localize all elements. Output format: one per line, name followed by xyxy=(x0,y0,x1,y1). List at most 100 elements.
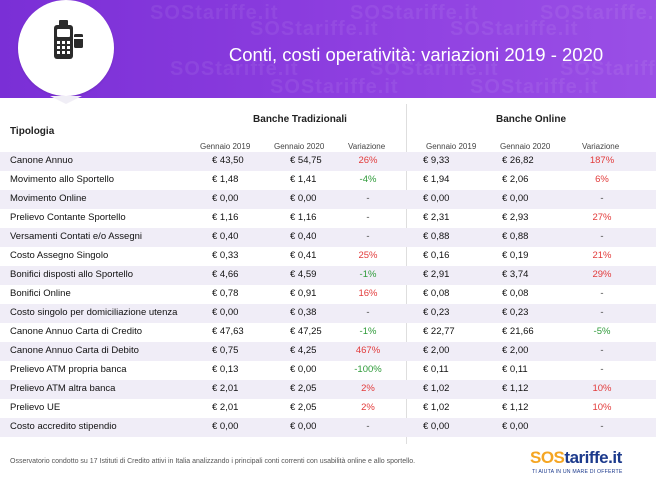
watermark-text: SOStariffe.it xyxy=(350,2,479,24)
cell-trad-2019: € 1,48 xyxy=(212,174,239,185)
cell-online-2019: € 1,02 xyxy=(423,402,450,413)
watermark-text: SOStariffe.it xyxy=(150,2,279,24)
cell-trad-2020: € 2,05 xyxy=(290,383,317,394)
cell-online-2019: € 9,33 xyxy=(423,155,450,166)
group-header-traditional: Banche Tradizionali xyxy=(253,114,347,125)
cell-trad-variation: 467% xyxy=(355,345,381,356)
cell-trad-variation: 26% xyxy=(358,155,378,166)
cell-trad-variation: 25% xyxy=(358,250,378,261)
cell-online-2020: € 0,11 xyxy=(502,364,528,375)
row-label: Prelievo Contante Sportello xyxy=(10,212,126,223)
cell-trad-variation: 2% xyxy=(361,402,375,413)
cell-online-2020: € 2,00 xyxy=(502,345,529,356)
row-label: Versamenti Contati e/o Assegni xyxy=(10,231,143,242)
cell-online-variation: -5% xyxy=(593,326,611,337)
watermark-text: SOStariffe.it xyxy=(170,58,299,80)
cell-trad-2020: € 0,40 xyxy=(290,231,317,242)
cell-online-2020: € 0,08 xyxy=(502,288,529,299)
watermark-text: SOStariffe.it xyxy=(450,18,579,40)
row-label: Movimento Online xyxy=(10,193,87,204)
cell-trad-2020: € 1,41 xyxy=(290,174,317,185)
table-row: Versamenti Contati e/o Assegni € 0,40 € 0,… xyxy=(0,228,656,247)
cell-trad-2019: € 2,01 xyxy=(212,402,239,413)
cell-online-2019: € 0,16 xyxy=(423,250,450,261)
row-label: Bonifici Online xyxy=(10,288,71,299)
watermark-text: SOStariffe.it xyxy=(250,18,379,40)
cell-trad-variation: - xyxy=(366,212,370,223)
footnote: Osservatorio condotto su 17 Istituti di … xyxy=(10,458,416,465)
cell-trad-variation: -4% xyxy=(359,174,377,185)
cell-online-variation: 10% xyxy=(592,402,612,413)
cell-online-2019: € 0,88 xyxy=(423,231,450,242)
column-header-tipologia: Tipologia xyxy=(10,126,55,137)
watermark-text: SOStariffe.it xyxy=(540,2,656,24)
pos-terminal-icon xyxy=(54,20,83,59)
table-row: Movimento allo Sportello € 1,48 € 1,41 -4% €… xyxy=(0,171,656,190)
cell-trad-2020: € 4,25 xyxy=(290,345,317,356)
row-label: Prelievo ATM altra banca xyxy=(10,383,116,394)
cell-online-variation: 6% xyxy=(595,174,609,185)
cell-online-2020: € 21,66 xyxy=(502,326,534,337)
cell-trad-2020: € 1,16 xyxy=(290,212,317,223)
table-row: Canone Annuo Carta di Credito € 47,63 € 47… xyxy=(0,323,656,342)
cell-online-2019: € 1,94 xyxy=(423,174,450,185)
cell-online-variation: - xyxy=(600,231,604,242)
subheader-trad-2019: Gennaio 2019 xyxy=(200,142,251,151)
cell-trad-variation: -1% xyxy=(359,269,377,280)
cell-online-2019: € 1,02 xyxy=(423,383,450,394)
logo-badge xyxy=(18,0,114,96)
group-header-online: Banche Online xyxy=(495,114,566,125)
banner-notch xyxy=(50,96,82,104)
cell-trad-2020: € 0,00 xyxy=(290,193,317,204)
cell-trad-2020: € 0,91 xyxy=(290,288,317,299)
cell-trad-2019: € 0,13 xyxy=(212,364,239,375)
cell-online-2020: € 1,12 xyxy=(502,383,529,394)
cell-trad-2019: € 0,78 xyxy=(212,288,239,299)
row-label: Costo singolo per domiciliazione utenza xyxy=(10,307,178,318)
cell-trad-2020: € 47,25 xyxy=(290,326,322,337)
cell-online-2020: € 1,12 xyxy=(502,402,529,413)
row-label: Costo accredito stipendio xyxy=(10,421,117,432)
cell-trad-variation: - xyxy=(366,231,370,242)
cell-trad-variation: -1% xyxy=(359,326,377,337)
cell-online-2019: € 0,11 xyxy=(423,364,449,375)
cell-trad-variation: - xyxy=(366,421,370,432)
table-row: Prelievo ATM altra banca € 2,01 € 2,05 2% € … xyxy=(0,380,656,399)
cell-trad-2019: € 0,00 xyxy=(212,193,239,204)
subheader-trad-2020: Gennaio 2020 xyxy=(274,142,325,151)
cell-online-2020: € 2,93 xyxy=(502,212,529,223)
cell-trad-2019: € 0,00 xyxy=(212,307,239,318)
brand-tagline: TI AIUTA IN UN MARE DI OFFERTE xyxy=(532,469,623,475)
cell-online-variation: 187% xyxy=(589,155,615,166)
cell-trad-2020: € 4,59 xyxy=(290,269,317,280)
cell-online-variation: - xyxy=(600,307,604,318)
cell-online-2019: € 2,31 xyxy=(423,212,450,223)
table-row: Costo accredito stipendio € 0,00 € 0,00 - € … xyxy=(0,418,656,437)
cell-online-2019: € 0,00 xyxy=(423,193,450,204)
table-row: Bonifici disposti allo Sportello € 4,66 € … xyxy=(0,266,656,285)
cell-trad-variation: - xyxy=(366,193,370,204)
cell-trad-variation: - xyxy=(366,307,370,318)
cell-trad-2019: € 0,40 xyxy=(212,231,239,242)
cell-online-2019: € 0,08 xyxy=(423,288,450,299)
cell-trad-2019: € 2,01 xyxy=(212,383,239,394)
cell-online-2019: € 0,23 xyxy=(423,307,450,318)
row-label: Canone Annuo Carta di Debito xyxy=(10,345,139,356)
cell-trad-2020: € 0,41 xyxy=(290,250,317,261)
table-row: Costo singolo per domiciliazione utenza €… xyxy=(0,304,656,323)
table-row: Canone Annuo Carta di Debito € 0,75 € 4,25… xyxy=(0,342,656,361)
cell-trad-2019: € 43,50 xyxy=(212,155,244,166)
table-row: Prelievo Contante Sportello € 1,16 € 1,16 -… xyxy=(0,209,656,228)
brand-wordmark: SOStariffe.it xyxy=(530,448,622,468)
cell-online-2019: € 22,77 xyxy=(423,326,455,337)
cell-online-variation: - xyxy=(600,345,604,356)
cell-online-variation: 27% xyxy=(592,212,612,223)
brand-logo: SOStariffe.it TI AIUTA IN UN MARE DI OFF… xyxy=(530,448,648,484)
cell-online-2020: € 3,74 xyxy=(502,269,529,280)
cell-trad-2020: € 0,00 xyxy=(290,364,317,375)
cell-trad-2019: € 4,66 xyxy=(212,269,239,280)
cell-online-2020: € 26,82 xyxy=(502,155,534,166)
cell-trad-2020: € 2,05 xyxy=(290,402,317,413)
brand-name: tariffe.it xyxy=(564,448,622,467)
row-label: Bonifici disposti allo Sportello xyxy=(10,269,134,280)
